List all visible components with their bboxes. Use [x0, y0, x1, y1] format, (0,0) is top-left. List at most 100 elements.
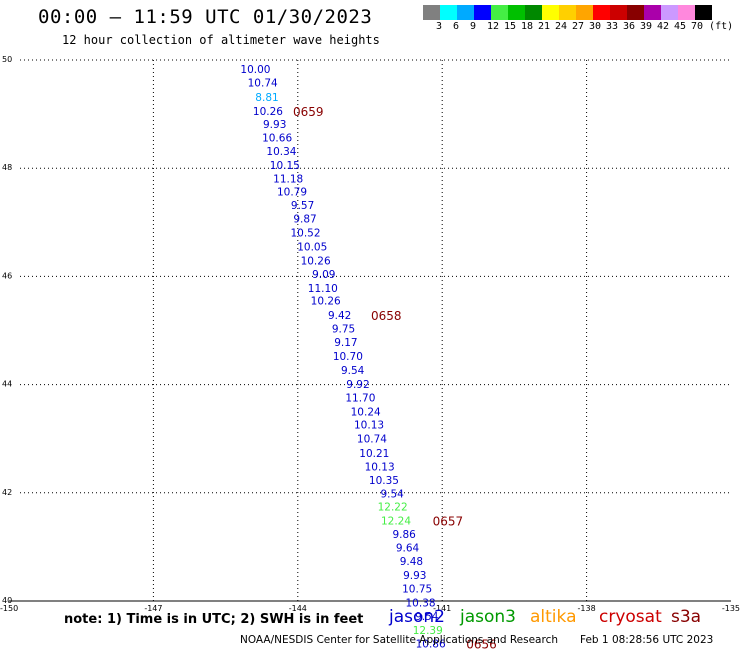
- longitude-label: -138: [578, 604, 596, 613]
- wave-height-value: 9.48: [400, 556, 423, 568]
- color-swatch: [695, 5, 712, 20]
- wave-height-value: 9.92: [346, 379, 369, 391]
- wave-height-value: 10.13: [354, 420, 384, 432]
- color-swatch: [678, 5, 695, 20]
- credit-line: NOAA/NESDIS Center for Satellite Applica…: [240, 634, 558, 646]
- wave-height-value: 10.26: [253, 106, 283, 118]
- wave-height-value: 9.93: [263, 119, 286, 131]
- chart-title: 00:00 – 11:59 UTC 01/30/2023: [38, 6, 373, 28]
- color-scale-label: 45: [674, 21, 687, 32]
- wave-height-value: 9.17: [334, 337, 357, 349]
- color-scale-label: 12: [487, 21, 500, 32]
- color-swatch: [661, 5, 678, 20]
- latitude-label: 48: [2, 163, 12, 172]
- wave-height-value: 10.13: [365, 461, 395, 473]
- color-scale-label: 3: [436, 21, 443, 32]
- color-scale-label: 21: [538, 21, 551, 32]
- longitude-label: -150: [0, 604, 18, 613]
- wave-height-value: 11.70: [345, 393, 375, 405]
- satellite-legend-jason2: jason2: [389, 607, 445, 627]
- latitude-label: 46: [2, 271, 12, 280]
- wave-height-value: 10.34: [266, 146, 296, 158]
- generation-timestamp: Feb 1 08:28:56 UTC 2023: [580, 634, 714, 646]
- color-scale-label: 70 (ft): [691, 21, 734, 32]
- satellite-legend-cryosat: cryosat: [599, 607, 662, 627]
- color-swatch: [457, 5, 474, 20]
- pass-time-label: 0656: [466, 638, 497, 650]
- wave-height-value: 10.00: [240, 64, 270, 76]
- pass-time-label: 0659: [293, 105, 324, 119]
- wave-height-value: 9.54: [341, 365, 365, 377]
- wave-height-value: 9.54: [380, 488, 404, 500]
- color-scale-label: 33: [606, 21, 619, 32]
- wave-height-value: 9.09: [312, 269, 335, 281]
- wave-height-value: 10.15: [270, 160, 300, 172]
- wave-height-value: 9.57: [291, 200, 314, 212]
- wave-height-value: 10.74: [248, 78, 278, 90]
- wave-height-value: 9.42: [328, 310, 351, 322]
- color-swatch: [627, 5, 644, 20]
- color-scale-label: 42: [657, 21, 670, 32]
- wave-height-value: 10.38: [406, 598, 436, 610]
- wave-height-value: 10.26: [301, 256, 331, 268]
- wave-height-value: 9.54: [415, 611, 439, 623]
- wave-height-value: 10.66: [262, 132, 292, 144]
- wave-height-value: 10.52: [290, 228, 320, 240]
- wave-height-value: 10.21: [359, 448, 389, 460]
- wave-height-value: 10.75: [402, 584, 432, 596]
- color-swatch: [576, 5, 593, 20]
- color-swatch: [440, 5, 457, 20]
- satellite-legend-jason3: jason3: [460, 607, 516, 627]
- wave-height-value: 9.64: [396, 542, 420, 554]
- wave-height-value: 12.39: [413, 625, 443, 637]
- wave-height-value: 11.18: [273, 173, 303, 185]
- color-scale-label: 6: [453, 21, 460, 32]
- color-scale-label: 15: [504, 21, 517, 32]
- longitude-label: -135: [722, 604, 740, 613]
- color-scale-label: 36: [623, 21, 636, 32]
- color-scale-label: 30: [589, 21, 602, 32]
- color-swatch: [593, 5, 610, 20]
- color-swatch: [525, 5, 542, 20]
- color-swatch: [508, 5, 525, 20]
- latitude-label: 50: [2, 55, 12, 64]
- wave-height-value: 10.86: [416, 639, 446, 650]
- color-scale-label: 27: [572, 21, 585, 32]
- color-scale-label: 9: [470, 21, 477, 32]
- longitude-label: -147: [144, 604, 162, 613]
- wave-height-value: 9.87: [293, 214, 316, 226]
- color-swatch: [644, 5, 661, 20]
- wave-height-value: 12.22: [378, 501, 408, 513]
- wave-height-value: 8.81: [255, 92, 278, 104]
- latitude-label: 42: [2, 488, 12, 497]
- chart-subtitle: 12 hour collection of altimeter wave hei…: [62, 33, 380, 47]
- pass-time-label: 0658: [371, 309, 402, 323]
- wave-height-value: 10.70: [333, 351, 363, 363]
- color-swatch: [559, 5, 576, 20]
- color-swatch: [542, 5, 559, 20]
- color-swatch: [610, 5, 627, 20]
- wave-height-value: 11.10: [308, 283, 338, 295]
- color-scale-labels: 3 6 9 12 15 18 21 24 27 30 33 36 39 42 45 70 (ft): [423, 21, 740, 33]
- wave-height-value: 10.26: [311, 296, 341, 308]
- color-scale-bar: [423, 5, 712, 20]
- footer-note: note: 1) Time is in UTC; 2) SWH is in fe…: [64, 612, 364, 627]
- color-scale-label: 18: [521, 21, 534, 32]
- wave-height-value: 9.86: [392, 529, 416, 541]
- wave-height-value: 10.24: [351, 407, 381, 419]
- wave-height-value: 10.05: [297, 242, 327, 254]
- longitude-label: -144: [289, 604, 307, 613]
- wave-height-value: 9.75: [332, 323, 355, 335]
- color-swatch: [474, 5, 491, 20]
- longitude-label: -141: [433, 604, 451, 613]
- color-swatch: [491, 5, 508, 20]
- latitude-label: 44: [2, 380, 12, 389]
- satellite-legend-altika: altika: [530, 607, 577, 627]
- satellite-legend-s3a: s3a: [671, 607, 702, 627]
- color-scale-label: 24: [555, 21, 568, 32]
- wave-height-value: 12.24: [381, 515, 411, 527]
- color-swatch: [423, 5, 440, 20]
- pass-time-label: 0657: [433, 514, 464, 528]
- color-scale-label: 39: [640, 21, 653, 32]
- wave-height-value: 10.35: [369, 475, 399, 487]
